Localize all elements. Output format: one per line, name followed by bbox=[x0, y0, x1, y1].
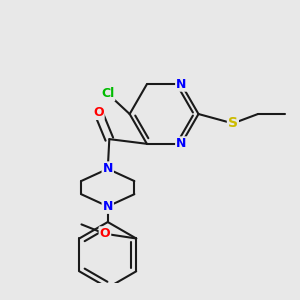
Text: Cl: Cl bbox=[101, 87, 114, 100]
Text: O: O bbox=[93, 106, 104, 119]
Text: S: S bbox=[228, 116, 238, 130]
Text: N: N bbox=[176, 78, 187, 91]
Text: O: O bbox=[100, 227, 110, 240]
Text: N: N bbox=[103, 162, 113, 176]
Text: N: N bbox=[103, 200, 113, 213]
Text: N: N bbox=[176, 137, 187, 150]
